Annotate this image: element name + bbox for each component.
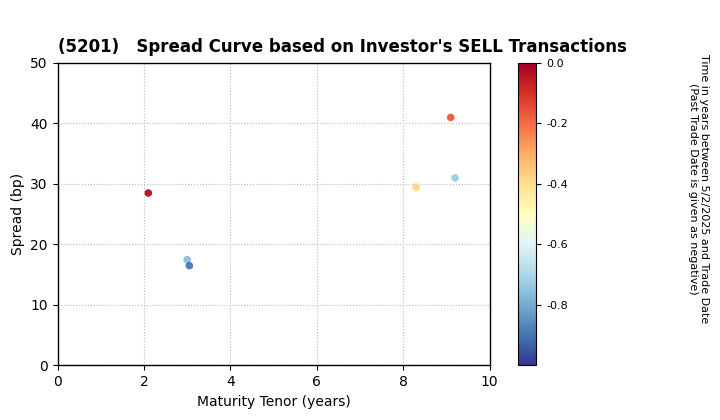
Text: (5201)   Spread Curve based on Investor's SELL Transactions: (5201) Spread Curve based on Investor's … <box>58 38 626 56</box>
Point <box>181 256 193 263</box>
Point <box>410 184 422 190</box>
X-axis label: Maturity Tenor (years): Maturity Tenor (years) <box>197 395 351 409</box>
Point <box>143 190 154 197</box>
Text: Time in years between 5/2/2025 and Trade Date
(Past Trade Date is given as negat: Time in years between 5/2/2025 and Trade… <box>688 54 709 324</box>
Y-axis label: Spread (bp): Spread (bp) <box>11 173 24 255</box>
Point <box>184 262 195 269</box>
Point <box>449 175 461 181</box>
Point <box>445 114 456 121</box>
